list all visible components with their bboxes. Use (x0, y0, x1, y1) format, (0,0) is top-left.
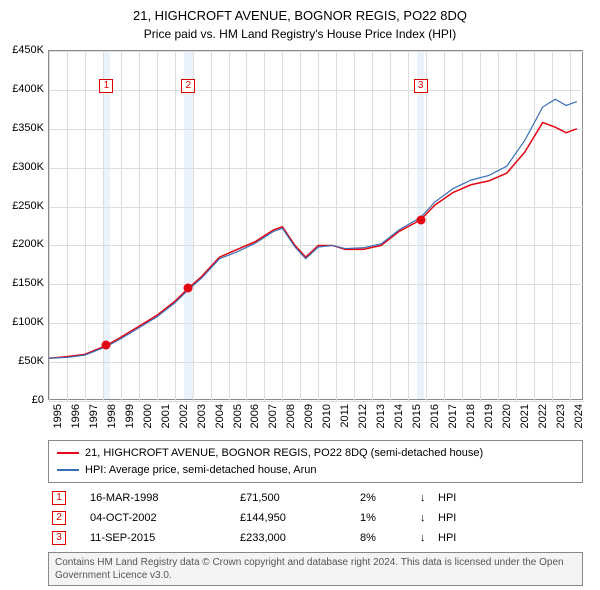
transaction-date: 16-MAR-1998 (90, 492, 240, 504)
xtick-label: 2010 (321, 404, 333, 428)
xtick-label: 1998 (106, 404, 118, 428)
transaction-dot (184, 284, 193, 293)
transaction-row: 1 16-MAR-1998£71,5002%↓HPI (48, 488, 583, 508)
transaction-price: £144,950 (240, 512, 360, 524)
xtick-label: 2018 (465, 404, 477, 428)
xtick-label: 2000 (142, 404, 154, 428)
transaction-price: £233,000 (240, 532, 360, 544)
xtick-label: 1996 (70, 404, 82, 428)
xtick-label: 2003 (196, 404, 208, 428)
transaction-dot (102, 341, 111, 350)
xtick-label: 2005 (232, 404, 244, 428)
transaction-number: 1 (52, 491, 66, 505)
transaction-price: £71,500 (240, 492, 360, 504)
ytick-label: £200K (0, 238, 44, 250)
xtick-label: 2015 (411, 404, 423, 428)
xtick-label: 2017 (447, 404, 459, 428)
transaction-row: 2 04-OCT-2002£144,9501%↓HPI (48, 508, 583, 528)
series-hpi (49, 99, 577, 358)
transaction-hpi-label: HPI (438, 512, 456, 524)
xtick-label: 2024 (573, 404, 585, 428)
down-arrow-icon: ↓ (420, 512, 438, 524)
down-arrow-icon: ↓ (420, 532, 438, 544)
xtick-label: 2009 (303, 404, 315, 428)
xtick-label: 1997 (88, 404, 100, 428)
xtick-label: 1995 (52, 404, 64, 428)
transaction-dot (416, 215, 425, 224)
xtick-label: 2011 (339, 404, 351, 428)
transaction-pct: 1% (360, 512, 420, 524)
transactions-table: 116-MAR-1998£71,5002%↓HPI204-OCT-2002£14… (48, 488, 583, 548)
xtick-label: 2013 (375, 404, 387, 428)
xtick-label: 2001 (160, 404, 172, 428)
transaction-number: 2 (52, 511, 66, 525)
transaction-date: 11-SEP-2015 (90, 532, 240, 544)
ytick-label: £250K (0, 200, 44, 212)
xtick-label: 2014 (393, 404, 405, 428)
transaction-date: 04-OCT-2002 (90, 512, 240, 524)
legend-label: 21, HIGHCROFT AVENUE, BOGNOR REGIS, PO22… (85, 445, 483, 462)
xtick-label: 1999 (124, 404, 136, 428)
transaction-hpi-label: HPI (438, 532, 456, 544)
ytick-label: £350K (0, 122, 44, 134)
ytick-label: £300K (0, 161, 44, 173)
xtick-label: 2016 (429, 404, 441, 428)
transaction-row: 3 11-SEP-2015£233,0008%↓HPI (48, 528, 583, 548)
transaction-number: 3 (52, 531, 66, 545)
legend: 21, HIGHCROFT AVENUE, BOGNOR REGIS, PO22… (48, 440, 583, 483)
transaction-hpi-label: HPI (438, 492, 456, 504)
xtick-label: 2004 (214, 404, 226, 428)
legend-swatch (57, 469, 79, 471)
gridline-h (49, 401, 584, 402)
ytick-label: £50K (0, 355, 44, 367)
chart-title: 21, HIGHCROFT AVENUE, BOGNOR REGIS, PO22… (0, 0, 600, 25)
xtick-label: 2002 (178, 404, 190, 428)
xtick-label: 2023 (555, 404, 567, 428)
chart-subtitle: Price paid vs. HM Land Registry's House … (0, 25, 600, 45)
legend-row: HPI: Average price, semi-detached house,… (57, 462, 574, 479)
xtick-label: 2007 (267, 404, 279, 428)
transaction-marker: 1 (99, 79, 113, 93)
series-property (49, 123, 577, 359)
transaction-pct: 2% (360, 492, 420, 504)
down-arrow-icon: ↓ (420, 492, 438, 504)
legend-label: HPI: Average price, semi-detached house,… (85, 462, 317, 479)
legend-row: 21, HIGHCROFT AVENUE, BOGNOR REGIS, PO22… (57, 445, 574, 462)
transaction-marker: 3 (414, 79, 428, 93)
ytick-label: £150K (0, 277, 44, 289)
xtick-label: 2022 (537, 404, 549, 428)
transaction-pct: 8% (360, 532, 420, 544)
xtick-label: 2006 (249, 404, 261, 428)
xtick-label: 2019 (483, 404, 495, 428)
xtick-label: 2008 (285, 404, 297, 428)
ytick-label: £100K (0, 316, 44, 328)
xtick-label: 2021 (519, 404, 531, 428)
xtick-label: 2020 (501, 404, 513, 428)
transaction-marker: 2 (181, 79, 195, 93)
chart-lines (49, 51, 584, 401)
footer-attribution: Contains HM Land Registry data © Crown c… (48, 552, 583, 586)
ytick-label: £400K (0, 83, 44, 95)
chart-plot-area: 1 2 3 (48, 50, 583, 400)
legend-swatch (57, 452, 79, 454)
xtick-label: 2012 (357, 404, 369, 428)
ytick-label: £450K (0, 44, 44, 56)
ytick-label: £0 (0, 394, 44, 406)
